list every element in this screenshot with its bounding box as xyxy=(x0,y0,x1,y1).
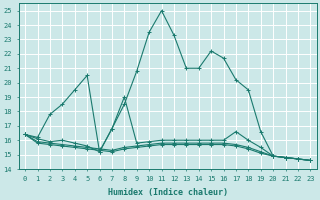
X-axis label: Humidex (Indice chaleur): Humidex (Indice chaleur) xyxy=(108,188,228,197)
